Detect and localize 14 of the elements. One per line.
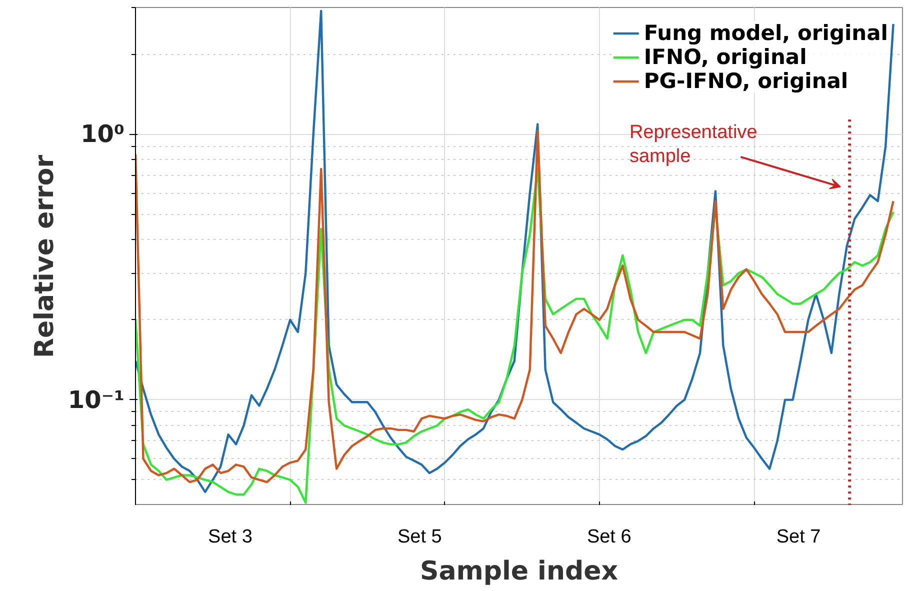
y-tick-label: 10⁰ [80,120,125,148]
legend-label: IFNO, original [644,45,807,69]
text: Set 7 [776,526,821,548]
line-series [136,168,894,504]
legend-label: Fung model, original [644,21,888,45]
legend-label: PG-IFNO, original [644,69,848,93]
line-series [136,10,894,494]
y-axis-title: Relative error [30,154,60,358]
text: Set 5 [397,526,442,548]
y-tick-label: 10⁻¹ [68,386,124,414]
text: Set 6 [586,526,632,548]
annotation: Representative sample [629,122,758,168]
text: Set 3 [208,526,252,548]
x-axis-title: Sample index [420,556,618,586]
